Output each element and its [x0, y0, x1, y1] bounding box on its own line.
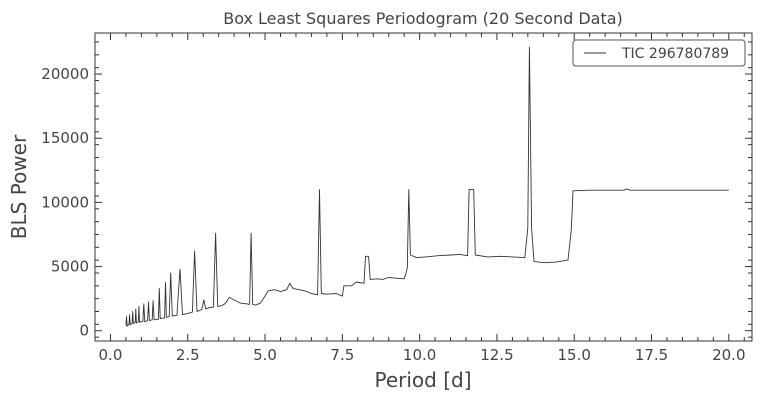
y-tick-label: 15000	[41, 129, 89, 147]
x-tick-label: 0.0	[99, 346, 123, 364]
legend: TIC 296780789	[572, 39, 746, 67]
y-axis-ticks: 0 5000 10000 15000 20000	[41, 41, 752, 340]
y-tick-label: 5000	[51, 258, 89, 276]
series-line-tic-296780789	[125, 46, 729, 327]
x-tick-label: 17.5	[635, 346, 668, 364]
x-tick-label: 20.0	[712, 346, 745, 364]
x-axis-label: Period [d]	[374, 368, 471, 392]
x-tick-label: 2.5	[176, 346, 200, 364]
x-tick-label: 7.5	[330, 346, 354, 364]
y-tick-label: 20000	[41, 65, 89, 83]
legend-entry-label: TIC 296780789	[621, 46, 729, 62]
plot-frame	[94, 32, 753, 342]
x-tick-label: 10.0	[403, 346, 436, 364]
legend-box	[572, 39, 746, 67]
y-tick-label: 0	[79, 322, 89, 340]
x-tick-label: 15.0	[558, 346, 591, 364]
x-tick-label: 12.5	[480, 346, 513, 364]
x-tick-label: 5.0	[253, 346, 277, 364]
chart-title: Box Least Squares Periodogram (20 Second…	[223, 9, 623, 28]
y-tick-label: 10000	[41, 193, 89, 211]
y-axis-label: BLS Power	[7, 134, 31, 239]
x-axis-ticks: 0.0 2.5 5.0 7.5 10.0 12.5 15.0 17.5 20.0	[94, 33, 746, 364]
